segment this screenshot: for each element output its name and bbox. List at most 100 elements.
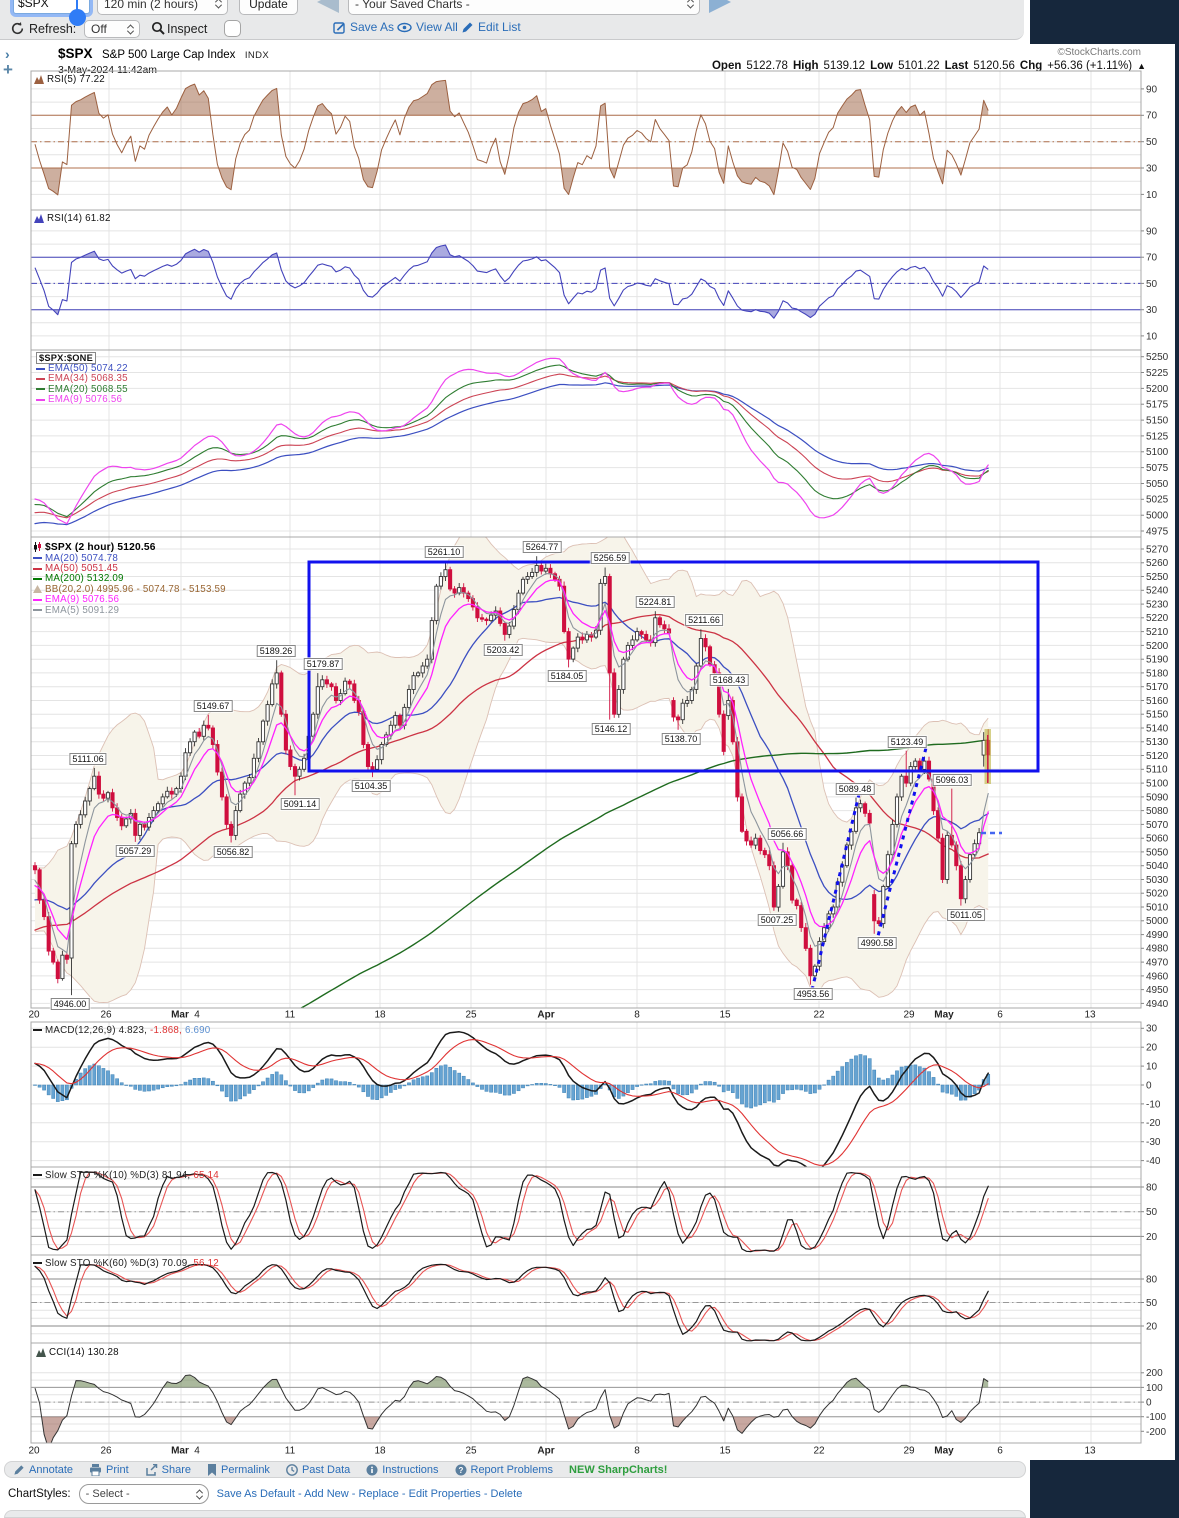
edit-list-pencil-icon xyxy=(462,22,473,32)
y-axis-label: 5140 xyxy=(1146,723,1169,734)
price-label: 5138.70 xyxy=(661,732,701,745)
x-axis-label: 6 xyxy=(997,1446,1003,1457)
panel-price: 5270 5260 5250 5240 5230 5220 5210 5200 5190 5180… xyxy=(30,536,1169,1010)
y-axis-label: 90 xyxy=(1146,226,1158,237)
y-axis-label: 5050 xyxy=(1146,847,1169,858)
link-label: Past Data xyxy=(301,1463,351,1476)
y-axis-label: 50 xyxy=(1146,137,1158,148)
x-axis-label: 6 xyxy=(997,1010,1003,1021)
price-label: 5211.66 xyxy=(685,614,723,627)
x-axis-label: 20 xyxy=(28,1010,40,1021)
collapse-panel-icon[interactable]: › xyxy=(5,46,10,62)
y-axis-label: 4975 xyxy=(1146,526,1169,537)
y-axis-label: 5225 xyxy=(1146,368,1169,379)
add-indicator-icon[interactable]: + xyxy=(3,60,13,79)
saved-charts-select[interactable]: - Your Saved Charts - xyxy=(348,0,700,15)
text-cursor xyxy=(76,0,78,10)
refresh-select[interactable]: Off xyxy=(84,20,140,38)
refresh-icon xyxy=(10,21,25,41)
y-axis-label: 4940 xyxy=(1146,999,1169,1010)
y-axis-label: 5150 xyxy=(1146,416,1169,427)
low-value: 5101.22 xyxy=(898,60,940,72)
y-axis-label: 10 xyxy=(1146,190,1158,201)
price-label: 5056.66 xyxy=(767,827,807,840)
edit-list-link[interactable]: Edit List xyxy=(461,20,521,34)
y-axis-label: 5025 xyxy=(1146,495,1169,506)
view-all-eye-icon xyxy=(397,22,412,32)
ema34-line xyxy=(34,373,989,519)
macd-line xyxy=(34,1031,989,1167)
panel-sto60: 80 50 20 xyxy=(30,1254,1158,1344)
annotate-link[interactable]: Annotate xyxy=(13,1464,73,1476)
panel-cci: 200 100 0 -100 -200 xyxy=(30,1342,1166,1444)
period-select[interactable]: 120 min (2 hours) xyxy=(97,0,228,15)
y-axis-label: 0 xyxy=(1146,1398,1152,1409)
y-axis-label: -10 xyxy=(1146,1099,1161,1110)
price-label: 5111.06 xyxy=(69,752,107,765)
prev-chart-arrow-icon[interactable] xyxy=(317,0,339,13)
y-axis-label: 5000 xyxy=(1146,916,1169,927)
print-link[interactable]: Print xyxy=(89,1463,129,1476)
instructions-link[interactable]: Instructions xyxy=(366,1463,439,1476)
update-button[interactable]: Update xyxy=(239,0,298,15)
y-axis-label: 4970 xyxy=(1146,958,1169,969)
y-axis-label: 5170 xyxy=(1146,682,1169,693)
k10-line xyxy=(34,1171,989,1253)
view-all-link[interactable]: View All xyxy=(397,20,458,34)
price-label: 5096.03 xyxy=(932,773,972,786)
y-axis-label: 5200 xyxy=(1146,641,1169,652)
y-axis-label: 5150 xyxy=(1146,710,1169,721)
y-axis-label: 5190 xyxy=(1146,655,1169,666)
y-axis-label: 50 xyxy=(1146,279,1158,290)
price-label: 4953.56 xyxy=(793,987,833,1000)
x-axis-label: 15 xyxy=(719,1446,731,1457)
y-axis-label: 200 xyxy=(1146,1368,1163,1379)
report-problems-link[interactable]: ? Report Problems xyxy=(455,1464,553,1476)
symbol-label: $SPX xyxy=(58,46,93,61)
y-axis-label: 5175 xyxy=(1146,400,1169,411)
chartstyles-links[interactable]: Save As Default - Add New - Replace - Ed… xyxy=(216,1488,523,1500)
price-label: 4946.00 xyxy=(50,998,90,1011)
link-label: Instructions xyxy=(382,1463,439,1476)
y-axis-label: 5060 xyxy=(1146,834,1169,845)
copyright-label: ©StockCharts.com xyxy=(1057,47,1141,58)
y-axis-label: 5125 xyxy=(1146,431,1169,442)
link-label: View All xyxy=(416,20,458,34)
x-axis-label: 20 xyxy=(28,1446,40,1457)
macd-histogram xyxy=(33,1054,991,1109)
y-axis-label: 5180 xyxy=(1146,668,1169,679)
permalink-link[interactable]: Permalink xyxy=(207,1463,270,1476)
select-value: Off xyxy=(91,22,107,36)
page-corner-top xyxy=(1030,0,1179,44)
y-axis-label: 5090 xyxy=(1146,792,1169,803)
past-data-link[interactable]: Past Data xyxy=(286,1464,350,1476)
y-axis-label: 5200 xyxy=(1146,384,1169,395)
y-axis-label: 20 xyxy=(1146,1321,1158,1332)
chart-datetime: 3-May-2024 11:42am xyxy=(58,64,158,76)
y-axis-label: 4980 xyxy=(1146,944,1169,955)
y-axis-label: 90 xyxy=(1146,84,1158,95)
share-link[interactable]: Share xyxy=(145,1463,191,1476)
y-axis-label: 80 xyxy=(1146,1274,1158,1285)
y-axis-label: 5030 xyxy=(1146,875,1169,886)
chart-title: $SPX S&P 500 Large Cap Index INDX xyxy=(58,45,269,63)
x-axis-label: 4 xyxy=(194,1010,200,1021)
x-axis-label: Apr xyxy=(537,1446,554,1457)
price-label: 5189.26 xyxy=(256,645,296,658)
next-chart-arrow-icon[interactable] xyxy=(709,0,731,13)
sharpcharts-promo-link[interactable]: NEW SharpCharts! xyxy=(569,1463,668,1476)
inspect-checkbox[interactable] xyxy=(224,20,241,37)
x-axis-label: 11 xyxy=(285,1446,296,1457)
clock-icon xyxy=(286,1463,298,1476)
y-axis-label: 5120 xyxy=(1146,751,1169,762)
x-axis-label: 8 xyxy=(634,1010,640,1021)
y-axis-label: 5050 xyxy=(1146,479,1169,490)
price-label: 4990.58 xyxy=(857,936,897,949)
chartstyles-select[interactable]: - Select - xyxy=(78,1484,209,1504)
save-as-link[interactable]: Save As xyxy=(333,20,394,34)
y-axis-label: 70 xyxy=(1146,253,1158,264)
y-axis-label: -30 xyxy=(1146,1137,1161,1148)
open-value: 5122.78 xyxy=(746,60,788,72)
text-selection-handle[interactable] xyxy=(69,9,86,26)
y-axis-label: 80 xyxy=(1146,1182,1158,1193)
